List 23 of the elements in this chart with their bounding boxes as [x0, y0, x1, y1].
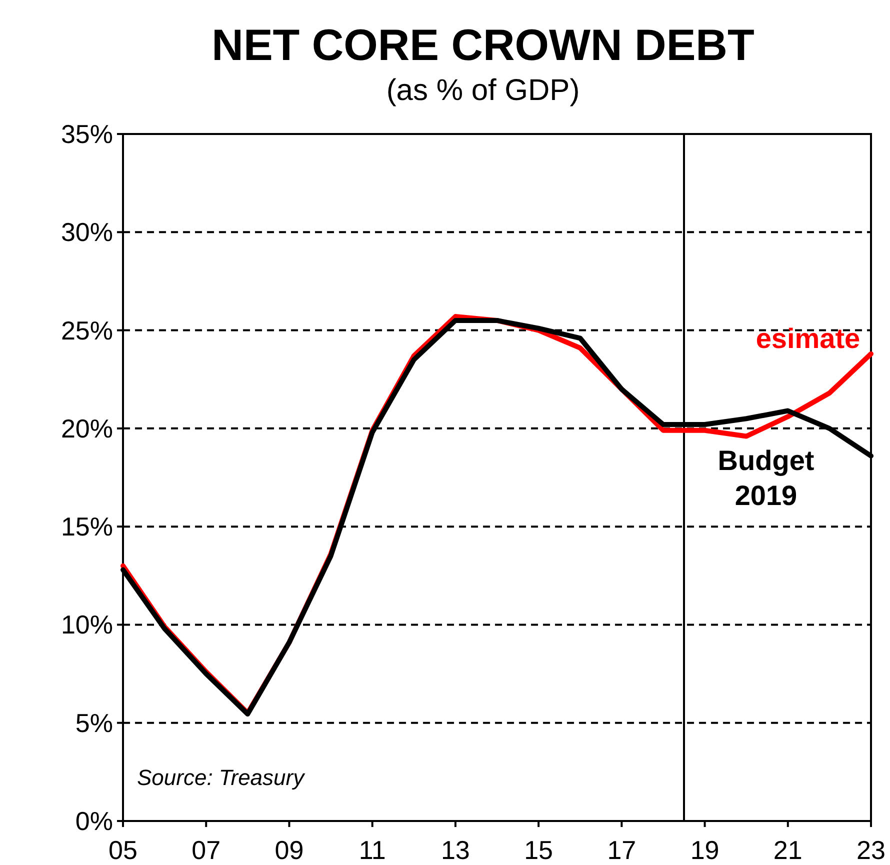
y-tick-label: 25% [60, 315, 113, 346]
x-tick-label: 13 [440, 835, 470, 865]
x-tick-label: 17 [607, 835, 636, 865]
chart-title: NET CORE CROWN DEBT [212, 21, 754, 70]
x-tick-label: 23 [856, 835, 886, 865]
x-tick-label: 09 [274, 835, 304, 865]
series-label: esimate [756, 323, 860, 354]
x-tick-label: 11 [358, 835, 386, 865]
annotation: Source: Treasury [137, 765, 306, 790]
x-tick-label: 05 [108, 835, 138, 865]
x-tick-label: 21 [773, 835, 802, 865]
y-tick-label: 5% [75, 708, 113, 738]
x-tick-label: 19 [690, 835, 720, 865]
y-tick-label: 0% [75, 806, 113, 836]
series-label: Budget 2019 [718, 445, 814, 511]
chart-subtitle: (as % of GDP) [386, 74, 580, 107]
y-tick-label: 35% [60, 119, 113, 149]
x-tick-label: 07 [192, 835, 221, 865]
y-tick-label: 30% [60, 217, 113, 248]
x-tick-label: 15 [524, 835, 554, 865]
y-tick-label: 15% [60, 512, 113, 542]
y-tick-label: 10% [60, 610, 113, 640]
y-tick-label: 20% [60, 413, 113, 444]
